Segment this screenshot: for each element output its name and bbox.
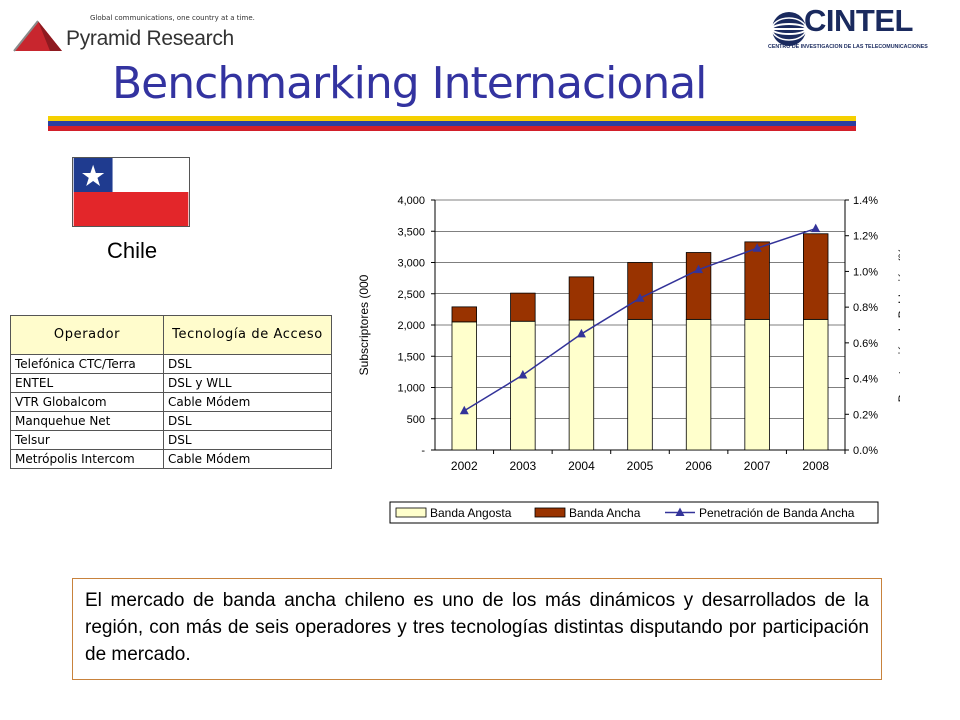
operator-cell: ENTEL [10, 373, 164, 393]
y-axis-title: Subscriptores (000 [357, 274, 371, 375]
legend-label: Banda Angosta [430, 506, 512, 520]
bar-banda-angosta [451, 321, 477, 451]
broadband-chart: - 500 1,000 1,500 2,000 2,500 3,000 3,500 4,000 0… [357, 195, 900, 524]
legend-label: Penetración de Banda Ancha [699, 506, 855, 520]
x-tick-label: 2003 [510, 459, 537, 473]
band-red [48, 126, 856, 131]
operator-cell: Manquehue Net [10, 411, 164, 431]
bar-banda-ancha [685, 252, 712, 320]
page-title: Benchmarking Internacional [112, 58, 707, 109]
operator-cell: VTR Globalcom [10, 392, 164, 412]
legend [389, 501, 879, 524]
y2-tick-label: 0.0% [853, 445, 878, 457]
penetration-point [811, 223, 821, 233]
y2-tick-label: 0.8% [853, 302, 878, 314]
globe-icon [771, 12, 807, 46]
legend-label: Banda Ancha [569, 506, 641, 520]
bar-banda-ancha [451, 306, 477, 323]
table-row: Manquehue Net DSL [10, 411, 332, 431]
pyramid-research-logo [10, 10, 250, 55]
flag-red-stripe [73, 192, 189, 226]
technology-cell: DSL [163, 430, 332, 450]
table-row: Telefónica CTC/Terra DSL [10, 354, 332, 374]
operator-cell: Telefónica CTC/Terra [10, 354, 164, 374]
technology-cell: DSL [163, 411, 332, 431]
y-tick-label: 500 [407, 414, 425, 426]
y2-tick-label: 1.2% [853, 231, 878, 243]
x-tick-label: 2004 [568, 459, 595, 473]
note-box: El mercado de banda ancha chileno es uno… [72, 578, 882, 680]
y2-tick-label: 1.4% [853, 195, 878, 207]
penetration-point [694, 264, 704, 274]
bar-banda-angosta [568, 319, 595, 451]
x-tick-label: 2005 [627, 459, 654, 473]
penetration-point [576, 328, 586, 338]
chile-flag [72, 157, 190, 227]
bar-banda-ancha [627, 262, 653, 320]
cintel-name: CINTEL [804, 3, 913, 38]
y-tick-label: 3,000 [397, 258, 425, 270]
y-tick-label: - [421, 445, 425, 457]
legend-swatch [395, 507, 427, 518]
y-tick-label: 4,000 [397, 195, 425, 207]
bar-banda-ancha [510, 292, 536, 322]
header-operador: Operador [10, 315, 164, 355]
cintel-logo [765, 5, 960, 55]
operators-table: Operador Tecnología de Acceso Telefónica… [10, 315, 332, 469]
table-header-row: Operador Tecnología de Acceso [10, 315, 332, 355]
technology-cell: Cable Módem [163, 449, 332, 469]
note-text: El mercado de banda ancha chileno es uno… [85, 590, 869, 665]
table-row: Telsur DSL [10, 430, 332, 450]
y2-tick-label: 0.4% [853, 374, 878, 386]
bar-banda-ancha [744, 241, 770, 320]
penetration-point [459, 405, 469, 415]
band-yellow [48, 116, 856, 121]
y-tick-label: 2,000 [397, 320, 425, 332]
legend-marker [675, 507, 685, 516]
pyramid-tagline: Global communications, one country at a … [90, 14, 255, 22]
bar-banda-angosta [744, 318, 770, 451]
bar-banda-angosta [510, 320, 536, 451]
penetration-point [635, 293, 645, 302]
bar-banda-ancha [803, 233, 829, 320]
table-row: VTR Globalcom Cable Módem [10, 392, 332, 412]
table-row: Metrópolis Intercom Cable Módem [10, 449, 332, 469]
band-blue [48, 121, 856, 126]
legend-swatch [534, 507, 566, 518]
technology-cell: DSL [163, 354, 332, 374]
operator-cell: Telsur [10, 430, 164, 450]
x-tick-label: 2002 [451, 459, 478, 473]
header-tecnologia: Tecnología de Acceso [163, 315, 332, 355]
y2-tick-label: 0.2% [853, 409, 878, 421]
y-tick-label: 1,000 [397, 383, 425, 395]
y-tick-label: 1,500 [397, 351, 425, 363]
technology-cell: Cable Módem [163, 392, 332, 412]
bar-banda-angosta [627, 318, 653, 451]
y-tick-label: 3,500 [397, 226, 425, 238]
y2-axis-title: Penetración de Población (% [896, 247, 900, 402]
penetration-point [752, 243, 762, 252]
bar-banda-ancha [568, 276, 595, 321]
pyramid-name: Pyramid Research [66, 27, 234, 50]
x-tick-label: 2007 [744, 459, 771, 473]
cintel-subtitle: CENTRO DE INVESTIGACION DE LAS TELECOMUN… [768, 44, 928, 50]
table-row: ENTEL DSL y WLL [10, 373, 332, 393]
y2-tick-label: 0.6% [853, 338, 878, 350]
technology-cell: DSL y WLL [163, 373, 332, 393]
star-icon [82, 164, 105, 186]
bar-banda-angosta [803, 318, 829, 451]
title-color-band [48, 116, 856, 131]
x-tick-label: 2006 [685, 459, 712, 473]
x-tick-label: 2008 [802, 459, 829, 473]
bar-banda-angosta [685, 318, 712, 451]
operator-cell: Metrópolis Intercom [10, 449, 164, 469]
penetration-point [518, 370, 528, 379]
pyramid-icon [13, 20, 62, 52]
y-tick-label: 2,500 [397, 289, 425, 301]
country-name: Chile [107, 238, 158, 263]
y2-tick-label: 1.0% [853, 266, 878, 278]
